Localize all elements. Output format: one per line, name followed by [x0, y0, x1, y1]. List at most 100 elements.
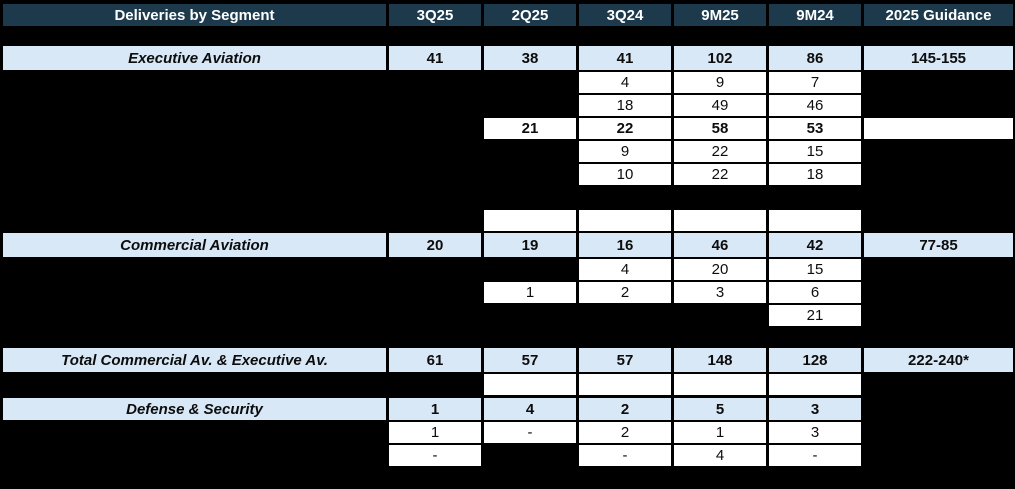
- detail-row: 4 20 15: [0, 259, 1015, 280]
- cell-9m24: 86: [769, 46, 861, 70]
- cell-label: [3, 72, 386, 93]
- cell-guidance: [864, 282, 1013, 303]
- spacer: [0, 26, 1015, 46]
- cell-9m24: [769, 374, 861, 395]
- cell-9m25: 46: [674, 233, 766, 257]
- column-header-2q25: 2Q25: [484, 4, 576, 26]
- cell-guidance: 145-155: [864, 46, 1013, 70]
- detail-row: 18 49 46: [0, 95, 1015, 116]
- cell-3q25: [389, 210, 481, 231]
- cell-3q25: 20: [389, 233, 481, 257]
- cell-3q24: 18: [579, 95, 671, 116]
- cell-9m25: 22: [674, 164, 766, 185]
- cell-9m25: 1: [674, 422, 766, 443]
- cell-9m25: 58: [674, 118, 766, 139]
- cell-3q25: 41: [389, 46, 481, 70]
- cell-label: [3, 164, 386, 185]
- cell-2q25: 19: [484, 233, 576, 257]
- cell-9m25: 102: [674, 46, 766, 70]
- cell-guidance: [864, 210, 1013, 231]
- cell-3q25: 1: [389, 398, 481, 420]
- cell-9m24: 3: [769, 398, 861, 420]
- cell-3q25: [389, 72, 481, 93]
- cell-2q25: 38: [484, 46, 576, 70]
- cell-9m25: [674, 210, 766, 231]
- cell-guidance: [864, 259, 1013, 280]
- cell-3q24: 9: [579, 141, 671, 162]
- cell-3q25: [389, 305, 481, 326]
- cell-guidance: [864, 141, 1013, 162]
- spacer: [0, 326, 1015, 348]
- empty-detail-row: [0, 374, 1015, 395]
- cell-9m25: [674, 305, 766, 326]
- cell-label: [3, 282, 386, 303]
- section-row-total: Total Commercial Av. & Executive Av. 61 …: [0, 348, 1015, 372]
- cell-3q25: [389, 141, 481, 162]
- section-row-executive-aviation: Executive Aviation 41 38 41 102 86 145-1…: [0, 46, 1015, 70]
- section-label: Commercial Aviation: [3, 233, 386, 257]
- cell-guidance: [864, 445, 1013, 466]
- cell-9m24: 42: [769, 233, 861, 257]
- cell-label: [3, 210, 386, 231]
- cell-guidance: [864, 164, 1013, 185]
- cell-guidance: [864, 422, 1013, 443]
- cell-guidance: [864, 95, 1013, 116]
- cell-3q24: 2: [579, 398, 671, 420]
- cell-2q25: [484, 95, 576, 116]
- cell-2q25: [484, 374, 576, 395]
- cell-label: [3, 374, 386, 395]
- cell-3q24: -: [579, 445, 671, 466]
- cell-9m25: 20: [674, 259, 766, 280]
- header-row: Deliveries by Segment 3Q25 2Q25 3Q24 9M2…: [0, 4, 1015, 26]
- cell-guidance: 222-240*: [864, 348, 1013, 372]
- column-header-9m25: 9M25: [674, 4, 766, 26]
- cell-label: [3, 118, 386, 139]
- table-title: Deliveries by Segment: [3, 4, 386, 26]
- cell-2q25: [484, 259, 576, 280]
- cell-guidance: [864, 72, 1013, 93]
- cell-9m24: 53: [769, 118, 861, 139]
- cell-2q25: [484, 141, 576, 162]
- cell-3q24: 2: [579, 422, 671, 443]
- cell-3q25: 61: [389, 348, 481, 372]
- column-header-3q24: 3Q24: [579, 4, 671, 26]
- cell-9m24: 3: [769, 422, 861, 443]
- cell-2q25: 4: [484, 398, 576, 420]
- cell-3q24: 22: [579, 118, 671, 139]
- cell-9m24: 7: [769, 72, 861, 93]
- cell-guidance: [864, 305, 1013, 326]
- cell-label: [3, 141, 386, 162]
- cell-label: [3, 259, 386, 280]
- cell-2q25: [484, 210, 576, 231]
- detail-row: 1 - 2 1 3: [0, 422, 1015, 443]
- cell-3q25: [389, 164, 481, 185]
- cell-2q25: 57: [484, 348, 576, 372]
- cell-2q25: 1: [484, 282, 576, 303]
- cell-9m25: 9: [674, 72, 766, 93]
- cell-9m24: 15: [769, 141, 861, 162]
- section-label: Defense & Security: [3, 398, 386, 420]
- cell-9m24: 46: [769, 95, 861, 116]
- detail-row: - - 4 -: [0, 445, 1015, 466]
- cell-9m24: 128: [769, 348, 861, 372]
- cell-9m24: 18: [769, 164, 861, 185]
- cell-3q24: [579, 210, 671, 231]
- detail-row: 4 9 7: [0, 72, 1015, 93]
- column-header-2025-guidance: 2025 Guidance: [864, 4, 1013, 26]
- cell-3q24: [579, 374, 671, 395]
- cell-guidance: [864, 118, 1013, 139]
- cell-3q25: [389, 95, 481, 116]
- cell-3q24: 2: [579, 282, 671, 303]
- cell-3q25: [389, 259, 481, 280]
- cell-9m24: -: [769, 445, 861, 466]
- column-header-3q25: 3Q25: [389, 4, 481, 26]
- detail-row: 1 2 3 6: [0, 282, 1015, 303]
- cell-3q25: 1: [389, 422, 481, 443]
- section-label: Total Commercial Av. & Executive Av.: [3, 348, 386, 372]
- cell-3q25: [389, 118, 481, 139]
- column-header-9m24: 9M24: [769, 4, 861, 26]
- cell-3q24: [579, 305, 671, 326]
- cell-9m24: 15: [769, 259, 861, 280]
- cell-guidance: [864, 374, 1013, 395]
